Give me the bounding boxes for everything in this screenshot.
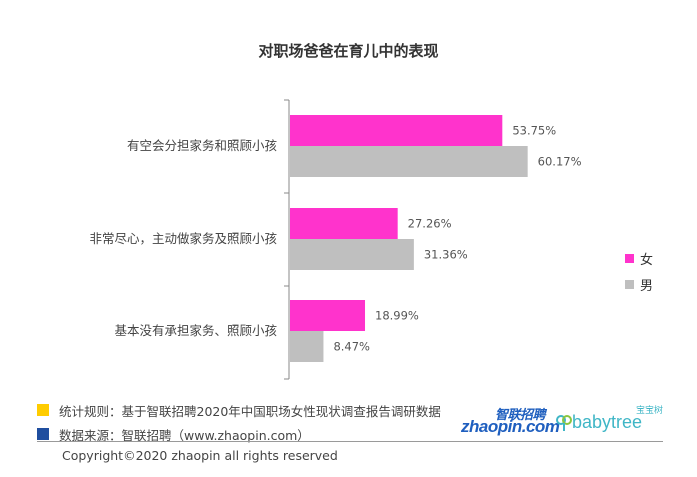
zhaopin-logo: 智联招聘 zhaopin.com — [461, 404, 560, 438]
legend-item: 女 — [625, 245, 653, 271]
note-row-rule: 统计规则：基于智联招聘2020年中国职场女性现状调查报告调研数据 — [37, 398, 441, 422]
babytree-logo: 宝宝树 babytree — [556, 402, 666, 438]
note-swatch-yellow — [37, 404, 49, 416]
data-label: 8.47% — [333, 340, 370, 354]
legend-swatch — [625, 279, 634, 289]
category-label: 非常尽心，主动做家务及照顾小孩 — [89, 231, 277, 246]
bar-male — [290, 331, 324, 362]
note-swatch-blue — [37, 428, 49, 440]
data-label: 60.17% — [538, 155, 582, 169]
bar-male — [290, 146, 528, 177]
bar-female — [290, 115, 503, 146]
legend-swatch — [625, 253, 634, 263]
chart-title: 对职场爸爸在育儿中的表现 — [258, 42, 439, 60]
data-label: 18.99% — [375, 309, 419, 323]
note-source-text: 数据来源：智联招聘（www.zhaopin.com） — [59, 427, 310, 443]
babytree-mark-icon — [556, 415, 572, 431]
legend-label: 男 — [640, 278, 654, 294]
data-label: 27.26% — [408, 217, 452, 231]
footer-divider — [37, 441, 663, 442]
copyright-text: Copyright©2020 zhaopin all rights reserv… — [62, 448, 338, 463]
data-label: 53.75% — [512, 124, 556, 138]
data-label: 31.36% — [424, 248, 468, 262]
babytree-logo-cn: 宝宝树 — [636, 406, 664, 416]
chart-legend: 女男 — [625, 245, 653, 297]
zhaopin-logo-cn: 智联招聘 — [495, 407, 546, 422]
legend-item: 男 — [625, 271, 653, 297]
category-label: 基本没有承担家务、照顾小孩 — [114, 323, 277, 338]
zhaopin-logo-en: zhaopin.com — [461, 417, 560, 436]
legend-label: 女 — [640, 252, 654, 268]
note-row-source: 数据来源：智联招聘（www.zhaopin.com） — [37, 422, 441, 446]
bar-female — [290, 300, 366, 331]
babytree-logo-en: babytree — [572, 412, 643, 432]
bar-female — [290, 208, 398, 239]
category-label: 有空会分担家务和照顾小孩 — [127, 138, 277, 153]
bar-chart: 有空会分担家务和照顾小孩 53.75% 60.17% 非常尽心，主动做家务及照顾小孩 2… — [89, 99, 582, 380]
note-rule-text: 统计规则：基于智联招聘2020年中国职场女性现状调查报告调研数据 — [59, 403, 441, 419]
notes: 统计规则：基于智联招聘2020年中国职场女性现状调查报告调研数据 数据来源：智联… — [37, 398, 441, 446]
bar-male — [290, 239, 414, 270]
